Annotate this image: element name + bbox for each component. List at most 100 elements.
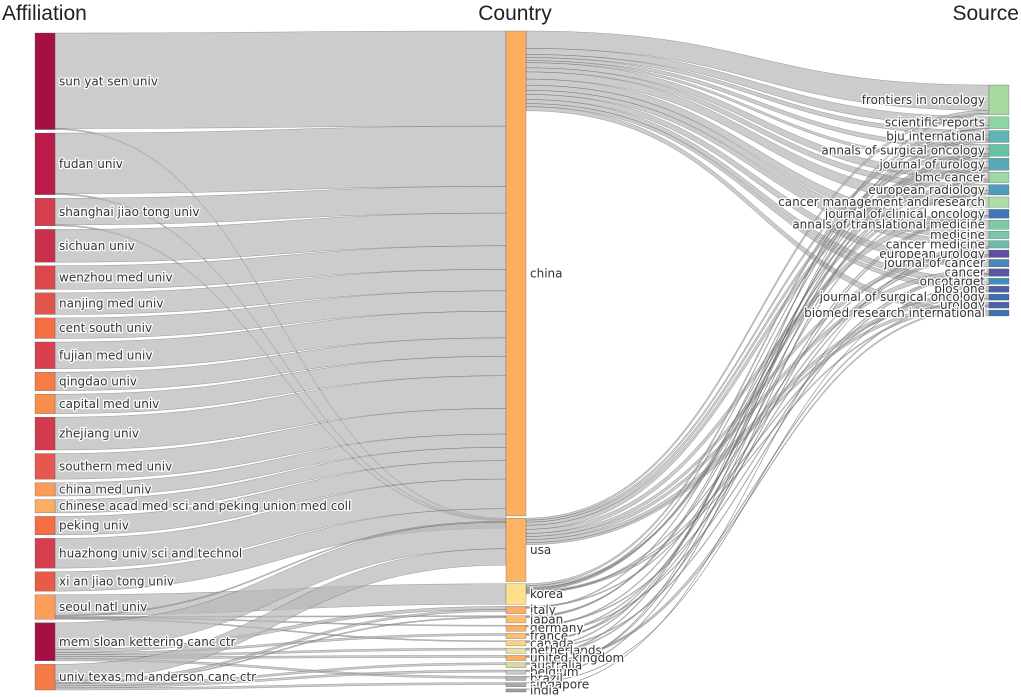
node-australia[interactable] [505,662,527,669]
node-scientific-reports[interactable] [988,116,1010,129]
node-xi-an-jiao-tong-univ[interactable] [34,571,56,592]
node-label-cancer-management-and-research: cancer management and research [778,195,985,209]
node-france[interactable] [505,633,527,639]
node-cent-south-univ[interactable] [34,317,56,339]
node-label-bmc-cancer: bmc cancer [915,170,985,184]
node-belgium[interactable] [505,669,527,675]
node-frontiers-in-oncology[interactable] [988,84,1010,115]
node-label-bju-international: bju international [886,130,985,144]
node-journal-of-cancer[interactable] [988,259,1010,268]
link-australia-to-journal-of-surgical-oncology [525,298,990,664]
node-label-zhejiang-univ: zhejiang univ [59,427,139,441]
node-label-plos-one: plos one [934,282,985,296]
country-source-links [525,30,990,690]
node-china-med-univ[interactable] [34,482,56,497]
node-label-germany: germany [530,621,583,635]
node-label-india: india [530,683,559,697]
node-medicine[interactable] [988,231,1010,239]
node-univ-texas-md-anderson-canc-ctr[interactable] [34,664,56,691]
node-nanjing-med-univ[interactable] [34,292,56,315]
node-annals-of-surgical-oncology[interactable] [988,144,1010,157]
node-journal-of-clinical-oncology[interactable] [988,209,1010,219]
node-netherlands[interactable] [505,647,527,654]
node-label-netherlands: netherlands [530,644,602,658]
node-seoul-natl-univ[interactable] [34,594,56,620]
node-label-sun-yat-sen-univ: sun yat sen univ [59,74,158,88]
node-label-nanjing-med-univ: nanjing med univ [59,297,163,311]
node-cancer[interactable] [988,268,1010,277]
link-brazil-to-journal-of-urology [525,170,990,678]
node-european-radiology[interactable] [988,184,1010,196]
sankey-labels: sun yat sen univ fudan univ shanghai jiao … [58,73,987,697]
node-fudan-univ[interactable] [34,132,56,195]
node-sichuan-univ[interactable] [34,229,56,263]
node-wenzhou-med-univ[interactable] [34,265,56,290]
node-plos-one[interactable] [988,286,1010,293]
node-capital-med-univ[interactable] [34,394,56,414]
node-label-fujian-med-univ: fujian med univ [59,348,152,362]
node-huazhong-univ-sci-and-technol[interactable] [34,538,56,569]
node-singapore[interactable] [505,682,527,687]
node-italy[interactable] [505,606,527,614]
node-label-singapore: singapore [530,678,589,692]
node-label-shanghai-jiao-tong-univ: shanghai jiao tong univ [59,205,199,219]
node-label-united-kingdom: united kingdom [530,651,624,665]
node-label-mem-sloan-kettering-canc-ctr: mem sloan kettering canc ctr [59,635,236,649]
node-cancer-medicine[interactable] [988,240,1010,249]
link-singapore-to-oncotarget [525,284,990,684]
node-label-urology: urology [940,298,985,312]
node-label-china-med-univ: china med univ [59,482,151,496]
node-label-fudan-univ: fudan univ [59,157,123,171]
node-fujian-med-univ[interactable] [34,341,56,369]
node-label-univ-texas-md-anderson-canc-ctr: univ texas md anderson canc ctr [59,670,256,684]
node-label-sichuan-univ: sichuan univ [59,239,135,253]
node-label-frontiers-in-oncology: frontiers in oncology [862,93,985,107]
node-label-southern-med-univ: southern med univ [59,459,172,473]
node-label-australia: australia [530,658,582,672]
node-journal-of-urology[interactable] [988,158,1010,171]
node-annals-of-translational-medicine[interactable] [988,220,1010,230]
node-label-usa: usa [530,543,551,557]
node-bmc-cancer[interactable] [988,172,1010,183]
node-oncotarget[interactable] [988,278,1010,285]
link-india-to-cancer-medicine [525,247,990,690]
node-united-kingdom[interactable] [505,655,527,661]
node-peking-univ[interactable] [34,516,56,536]
node-journal-of-surgical-oncology[interactable] [988,294,1010,301]
node-qingdao-univ[interactable] [34,372,56,391]
node-european-urology[interactable] [988,249,1010,258]
node-chinese-acad-med-sci-and-peking-union-med-coll[interactable] [34,499,56,514]
node-japan[interactable] [505,615,527,624]
node-label-annals-of-surgical-oncology: annals of surgical oncology [821,143,985,157]
node-korea[interactable] [505,583,527,605]
node-label-china: china [530,266,563,280]
column-title-source: Source [952,2,1019,25]
node-mem-sloan-kettering-canc-ctr[interactable] [34,622,56,661]
node-label-cancer-medicine: cancer medicine [886,237,985,251]
column-title-country: Country [478,2,552,25]
node-cancer-management-and-research[interactable] [988,196,1010,208]
node-canada[interactable] [505,640,527,647]
node-label-journal-of-urology: journal of urology [878,157,985,171]
link-belgium-to-scientific-reports [525,128,990,672]
node-southern-med-univ[interactable] [34,453,56,480]
node-shanghai-jiao-tong-univ[interactable] [34,198,56,227]
node-urology[interactable] [988,301,1010,309]
node-china[interactable] [505,30,527,517]
node-germany[interactable] [505,624,527,632]
node-label-korea: korea [530,587,563,601]
node-zhejiang-univ[interactable] [34,417,56,451]
node-usa[interactable] [505,517,527,582]
node-label-france: france [530,629,568,643]
node-label-european-urology: european urology [879,247,985,261]
node-label-journal-of-clinical-oncology: journal of clinical oncology [824,207,985,221]
node-biomed-research-international[interactable] [988,309,1010,317]
node-bju-international[interactable] [988,130,1010,143]
node-label-belgium: belgium [530,665,579,679]
node-brazil[interactable] [505,676,527,681]
node-label-brazil: brazil [530,671,563,685]
node-label-canada: canada [530,636,574,650]
node-sun-yat-sen-univ[interactable] [34,32,56,130]
column-title-affiliation: Affiliation [2,2,87,25]
node-india[interactable] [505,688,527,693]
